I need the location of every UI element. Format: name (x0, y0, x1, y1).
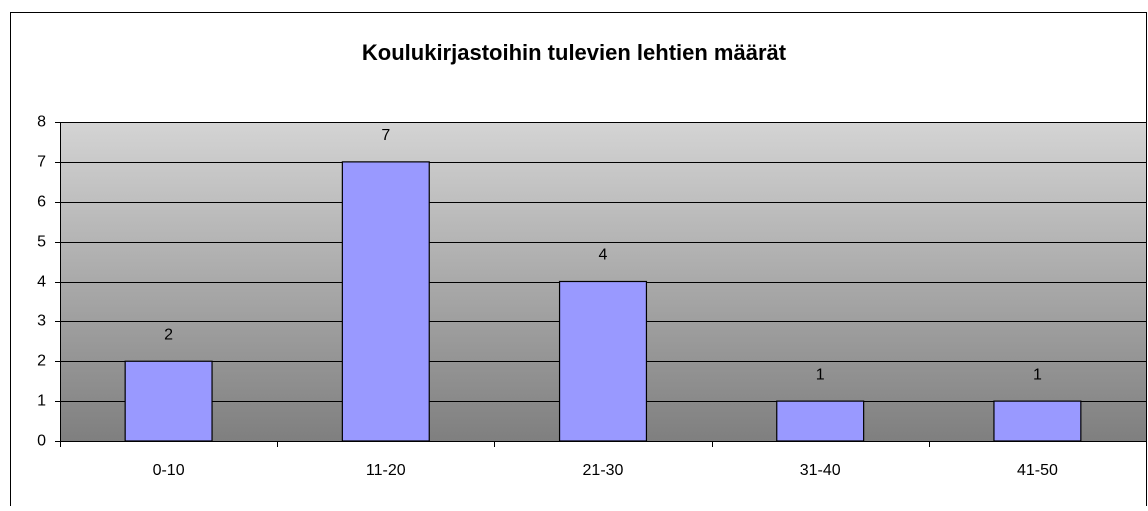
data-label: 1 (816, 366, 825, 383)
data-label: 4 (599, 247, 608, 264)
x-tick-label: 41-50 (1017, 462, 1058, 479)
data-label: 2 (164, 326, 173, 343)
x-tick-label: 21-30 (583, 462, 624, 479)
bar (124, 360, 213, 442)
y-tick-label: 2 (37, 353, 46, 370)
chart-title: Koulukirjastoihin tulevien lehtien määrä… (362, 40, 787, 65)
bar (341, 161, 430, 442)
chart-border (10, 12, 1147, 506)
data-label: 7 (381, 127, 390, 144)
y-tick-label: 4 (37, 274, 46, 291)
y-tick-label: 6 (37, 194, 46, 211)
y-tick-label: 0 (37, 433, 46, 450)
x-tick-label: 31-40 (800, 462, 841, 479)
y-tick-label: 1 (37, 393, 46, 410)
bar (558, 280, 648, 442)
data-label: 1 (1033, 366, 1042, 383)
x-tick-label: 0-10 (153, 462, 185, 479)
bar (993, 400, 1082, 442)
bar (776, 400, 865, 442)
y-tick-label: 5 (37, 234, 46, 251)
y-tick-label: 8 (37, 114, 46, 131)
y-tick-label: 7 (37, 154, 46, 171)
x-tick-label: 11-20 (366, 462, 406, 479)
y-tick-label: 3 (37, 313, 46, 330)
